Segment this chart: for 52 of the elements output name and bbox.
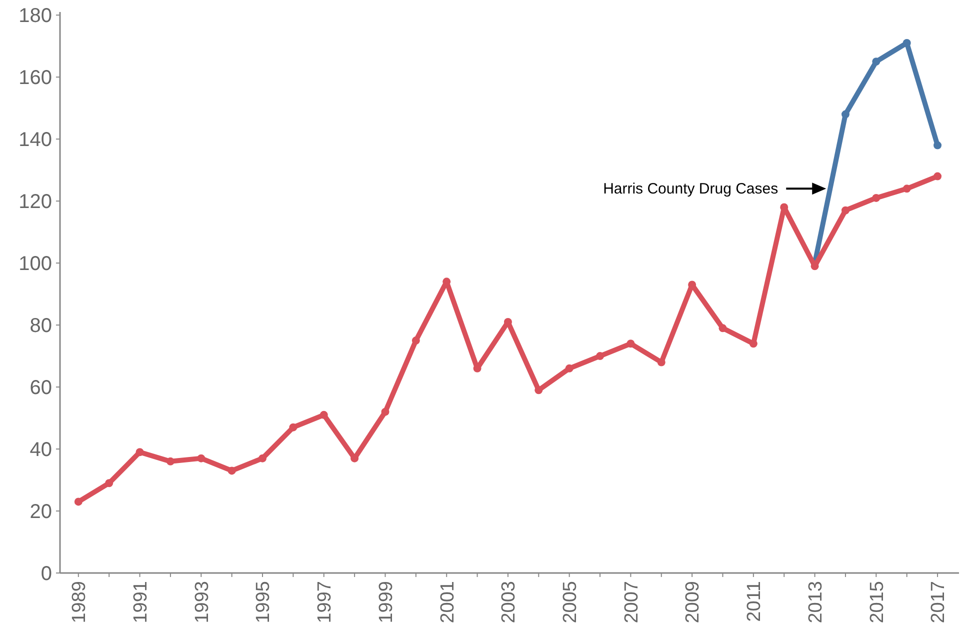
point — [934, 141, 942, 150]
point — [934, 172, 942, 180]
point — [596, 352, 604, 360]
point — [718, 324, 727, 332]
point — [166, 457, 174, 466]
point — [902, 184, 911, 193]
x-tick-label: 2003 — [498, 581, 520, 624]
y-tick-label: 20 — [30, 501, 52, 524]
point — [749, 340, 758, 348]
point — [74, 498, 82, 506]
point — [105, 479, 114, 488]
x-tick-label: 2005 — [560, 581, 581, 624]
x-tick-label: 2001 — [437, 581, 458, 624]
point — [228, 466, 236, 475]
x-tick-label: 1995 — [253, 581, 274, 624]
y-tick-label: 0 — [40, 563, 52, 585]
x-tick-label: 2009 — [682, 581, 704, 624]
y-tick-label: 40 — [30, 439, 52, 462]
point — [381, 408, 390, 416]
y-tick-label: 60 — [30, 377, 52, 400]
x-tick-label: 1989 — [69, 581, 90, 624]
y-tick-label: 140 — [18, 129, 52, 152]
x-tick-label: 1993 — [192, 581, 213, 624]
y-tick-label: 100 — [18, 253, 52, 276]
point — [841, 110, 850, 118]
y-tick-label: 160 — [18, 67, 52, 90]
x-tick-label: 1991 — [130, 581, 152, 624]
x-tick-label: 2015 — [866, 581, 888, 624]
point — [289, 423, 298, 432]
y-tick-label: 180 — [18, 5, 52, 28]
point — [320, 410, 328, 419]
point — [872, 58, 880, 66]
y-tick-label: 80 — [30, 315, 52, 338]
point — [626, 340, 635, 348]
point — [841, 206, 850, 214]
x-tick-label: 2007 — [621, 581, 642, 624]
point — [657, 358, 666, 366]
text: Harris County Drug Cases — [603, 180, 778, 198]
x-tick-label: 2013 — [805, 581, 826, 624]
x-tick-label: 2017 — [928, 581, 950, 624]
point — [902, 38, 911, 47]
point — [534, 386, 543, 394]
y-tick-label: 120 — [18, 191, 52, 214]
point — [197, 454, 206, 462]
x-tick-label: 1997 — [314, 581, 336, 624]
point — [258, 454, 267, 462]
point — [565, 364, 574, 372]
x-tick-label: 2011 — [744, 581, 766, 622]
point — [136, 448, 144, 456]
point — [872, 194, 880, 202]
x-tick-label: 1999 — [376, 581, 397, 624]
point — [412, 336, 420, 345]
